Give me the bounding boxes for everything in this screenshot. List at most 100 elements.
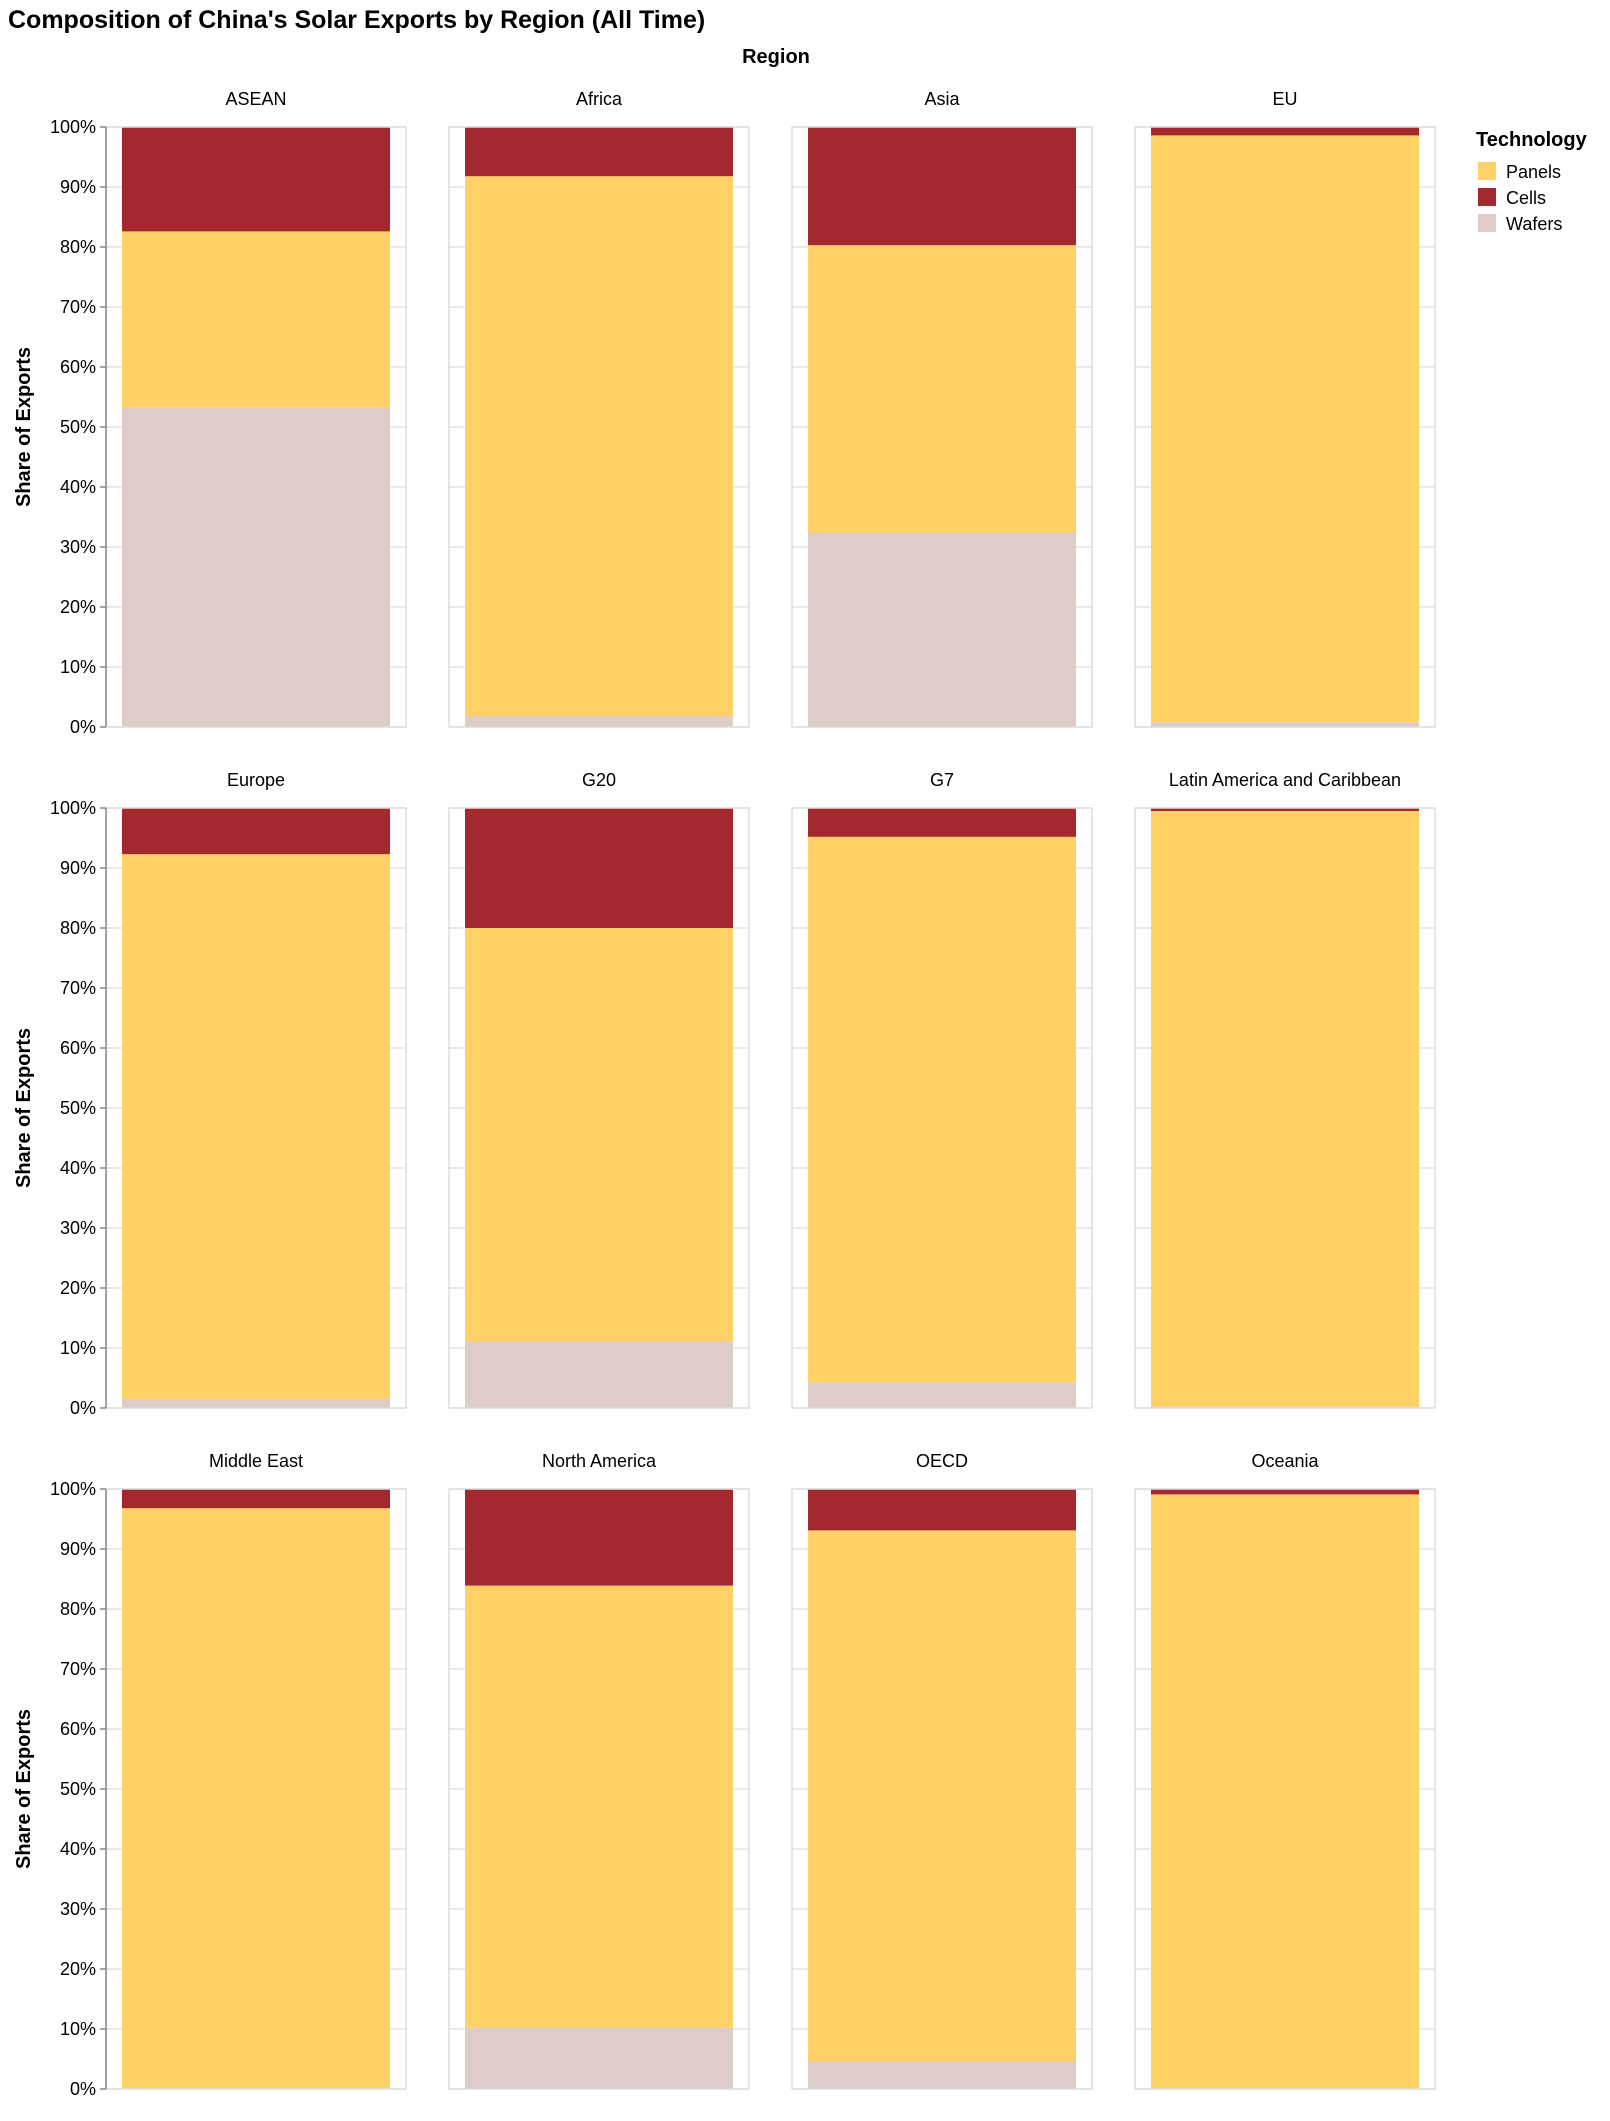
chart-title: Composition of China's Solar Exports by … (8, 6, 705, 34)
bar-segment-panels (122, 1508, 390, 2089)
y-tick-label: 50% (60, 1779, 96, 1799)
facet-header: OECD (916, 1451, 968, 1471)
facet-panel: Oceania (1134, 1451, 1436, 2090)
bar-segment-cells (1151, 127, 1419, 136)
y-tick-label: 10% (60, 2019, 96, 2039)
y-tick-label: 90% (60, 177, 96, 197)
y-tick-label: 40% (60, 1158, 96, 1178)
y-axis-label: Share of Exports (13, 347, 35, 507)
y-tick-label: 0% (70, 717, 96, 737)
y-tick-label: 20% (60, 1959, 96, 1979)
panel-frame (791, 1488, 1093, 2090)
bar-segment-wafers (465, 1341, 733, 1408)
bar-segment-wafers (808, 532, 1076, 727)
y-tick-label: 30% (60, 1899, 96, 1919)
panel-frame (1134, 807, 1436, 1409)
y-tick-label: 30% (60, 1218, 96, 1238)
y-tick-label: 40% (60, 1839, 96, 1859)
bar-segment-panels (465, 176, 733, 717)
y-tick-label: 70% (60, 978, 96, 998)
facet-header: Africa (576, 89, 623, 109)
bar-segment-wafers (122, 1399, 390, 1408)
y-tick-label: 100% (50, 1479, 96, 1499)
facet-panel: G7 (791, 770, 1093, 1409)
bar-segment-cells (808, 1489, 1076, 1531)
y-tick-label: 70% (60, 1659, 96, 1679)
panel-frame (791, 807, 1093, 1409)
bar-segment-wafers (808, 1382, 1076, 1408)
y-tick-label: 90% (60, 1539, 96, 1559)
facet-header: ASEAN (225, 89, 286, 109)
bar-segment-wafers (465, 2027, 733, 2089)
facet-header: EU (1272, 89, 1297, 109)
y-tick-label: 30% (60, 537, 96, 557)
y-tick-label: 20% (60, 1278, 96, 1298)
y-tick-label: 100% (50, 117, 96, 137)
bar-segment-cells (1151, 1489, 1419, 1495)
y-axis-label: Share of Exports (13, 1709, 35, 1869)
y-tick-label: 60% (60, 1719, 96, 1739)
y-tick-label: 100% (50, 798, 96, 818)
y-tick-label: 40% (60, 477, 96, 497)
facet-header: North America (542, 1451, 657, 1471)
legend-label: Wafers (1506, 214, 1562, 234)
legend-label: Panels (1506, 162, 1561, 182)
facet-panel: ASEAN 0% 10% 20% 30% 40% 50% 60% 70% 80% 90% 100% Sh… (13, 89, 407, 737)
bar-segment-wafers (1151, 722, 1419, 727)
y-tick-label: 10% (60, 657, 96, 677)
y-tick-label: 60% (60, 1038, 96, 1058)
y-tick-label: 70% (60, 297, 96, 317)
facet-header: G20 (582, 770, 616, 790)
y-tick-label: 0% (70, 1398, 96, 1418)
bar-segment-cells (465, 808, 733, 928)
y-tick-label: 60% (60, 357, 96, 377)
facet-panels: ASEAN 0% 10% 20% 30% 40% 50% 60% 70% 80% 90% 100% Sh… (13, 89, 1436, 2099)
legend-swatch (1478, 214, 1496, 232)
facet-panel: Asia (791, 89, 1093, 728)
bar-segment-wafers (465, 716, 733, 727)
y-tick-label: 80% (60, 918, 96, 938)
facet-header: Europe (227, 770, 285, 790)
facet-header: G7 (930, 770, 954, 790)
facet-panel: Africa (448, 89, 750, 728)
panel-frame (448, 1488, 750, 2090)
panel-frame (448, 126, 750, 728)
bar-segment-cells (122, 808, 390, 855)
legend-swatch (1478, 162, 1496, 180)
bar-segment-panels (465, 928, 733, 1342)
y-tick-label: 20% (60, 597, 96, 617)
legend-label: Cells (1506, 188, 1546, 208)
facet-panel: Latin America and Caribbean (1134, 770, 1436, 1409)
bar-segment-cells (808, 127, 1076, 246)
column-title: Region (742, 46, 810, 68)
facet-panel: North America (448, 1451, 750, 2090)
legend-swatch (1478, 188, 1496, 206)
y-tick-label: 80% (60, 237, 96, 257)
bar-segment-cells (465, 1489, 733, 1586)
facet-header: Asia (924, 89, 960, 109)
facet-panel: Europe 0% 10% 20% 30% 40% 50% 60% 70% 80% 90% 100% S… (13, 770, 407, 1418)
facet-header: Oceania (1251, 1451, 1319, 1471)
facet-header: Latin America and Caribbean (1169, 770, 1401, 790)
facet-header: Middle East (209, 1451, 303, 1471)
legend: Technology Panels Cells Wafers (1476, 129, 1588, 234)
facet-panel: EU (1134, 89, 1436, 728)
y-tick-label: 50% (60, 417, 96, 437)
legend-title: Technology (1476, 129, 1588, 151)
bar-segment-wafers (808, 2061, 1076, 2089)
facet-panel: G20 (448, 770, 750, 1409)
bar-segment-cells (122, 127, 390, 232)
bar-segment-panels (1151, 811, 1419, 1407)
bar-segment-wafers (122, 407, 390, 727)
bar-segment-panels (808, 245, 1076, 533)
y-tick-label: 50% (60, 1098, 96, 1118)
bar-segment-panels (1151, 135, 1419, 723)
panel-frame (1134, 1488, 1436, 2090)
panel-frame (791, 126, 1093, 728)
bar-segment-panels (1151, 1494, 1419, 2089)
panel-frame (448, 807, 750, 1409)
bar-segment-panels (808, 1530, 1076, 2062)
bar-segment-panels (465, 1585, 733, 2028)
